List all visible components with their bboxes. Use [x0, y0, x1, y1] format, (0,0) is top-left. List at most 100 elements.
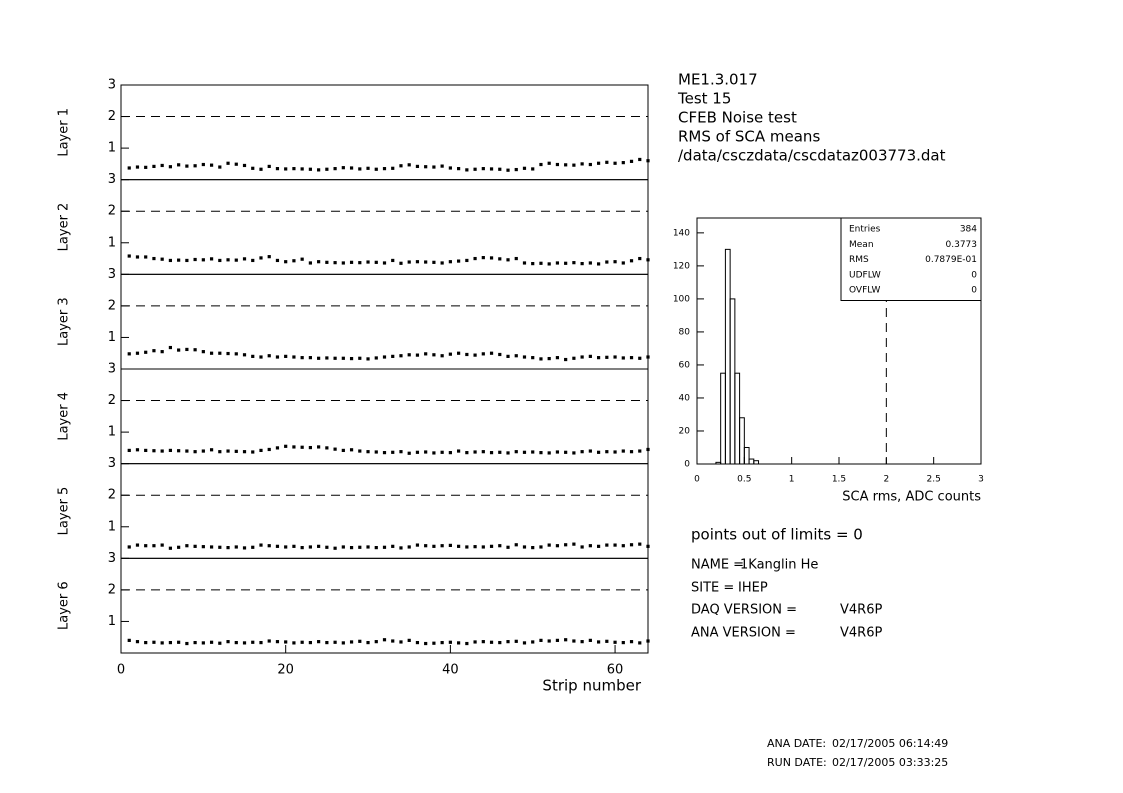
- point: [267, 447, 271, 452]
- point: [267, 639, 271, 643]
- point: [127, 545, 131, 549]
- point: [218, 165, 222, 169]
- point: [226, 161, 230, 165]
- y-axis-label: Layer 2: [57, 203, 72, 252]
- point: [399, 450, 403, 454]
- bin: [720, 372, 726, 465]
- point: [432, 641, 436, 645]
- point: [564, 261, 568, 265]
- point: [629, 259, 634, 263]
- point: [242, 353, 247, 357]
- point: [267, 164, 271, 169]
- point: [341, 356, 345, 360]
- point: [415, 353, 420, 357]
- point: [218, 545, 222, 549]
- point: [358, 449, 362, 453]
- point: [251, 354, 255, 358]
- stat-value: 384: [960, 225, 977, 235]
- summary: points out of limits = 0: [691, 526, 863, 544]
- point: [374, 640, 378, 644]
- stats-box: [840, 217, 982, 301]
- point: [498, 640, 502, 645]
- point: [201, 162, 205, 167]
- point: [144, 350, 148, 354]
- point: [135, 351, 140, 355]
- point: [580, 450, 584, 454]
- point: [539, 162, 543, 167]
- point: [127, 448, 131, 453]
- point: [185, 347, 189, 352]
- point: [572, 639, 576, 643]
- point: [473, 167, 477, 171]
- header-line: CFEB Noise test: [678, 109, 797, 127]
- point: [391, 639, 395, 643]
- y-tick-label: 3: [108, 456, 116, 471]
- point: [506, 640, 510, 644]
- point: [489, 256, 494, 260]
- point: [333, 447, 337, 451]
- point: [514, 167, 518, 172]
- point: [572, 163, 576, 167]
- point: [317, 640, 321, 644]
- point: [284, 640, 288, 644]
- point: [193, 450, 197, 454]
- point: [415, 450, 420, 454]
- field-value: 1Kanglin He: [740, 558, 818, 573]
- point: [539, 357, 543, 361]
- point: [547, 356, 551, 361]
- point: [300, 257, 304, 261]
- point: [185, 641, 189, 646]
- point: [465, 168, 469, 172]
- point: [382, 355, 387, 359]
- x-axis-label: Strip number: [542, 677, 641, 695]
- y-tick-label: 60: [679, 360, 691, 370]
- point: [522, 641, 527, 645]
- point: [399, 261, 403, 265]
- point: [432, 353, 436, 357]
- point: [415, 164, 420, 169]
- point: [531, 640, 535, 644]
- header-line: RMS of SCA means: [678, 128, 820, 146]
- point: [605, 543, 609, 547]
- field-value: IHEP: [738, 581, 768, 596]
- bin: [753, 460, 760, 465]
- point: [333, 167, 337, 171]
- point: [251, 450, 255, 454]
- point: [473, 353, 477, 357]
- point: [605, 260, 609, 264]
- point: [325, 545, 329, 549]
- point: [473, 640, 477, 644]
- y-tick-label: 1: [108, 141, 116, 156]
- date-value: 02/17/2005 03:33:25: [832, 756, 948, 769]
- point: [432, 165, 436, 169]
- point: [374, 260, 378, 264]
- point: [251, 640, 255, 644]
- point: [160, 543, 164, 547]
- point: [275, 167, 280, 171]
- point: [539, 261, 543, 265]
- x-tick-label: 20: [277, 663, 294, 678]
- point: [177, 258, 181, 262]
- stat-value: 0.7879E-01: [925, 255, 977, 265]
- point: [366, 640, 370, 645]
- point: [358, 261, 362, 265]
- point: [234, 162, 238, 166]
- point: [251, 166, 255, 170]
- point: [259, 640, 263, 645]
- point: [177, 640, 181, 644]
- bin: [734, 372, 741, 465]
- point: [333, 356, 337, 360]
- point: [465, 258, 469, 263]
- point: [177, 449, 181, 453]
- x-tick-label: 0.5: [737, 475, 751, 485]
- point: [399, 164, 403, 168]
- point: [580, 545, 584, 549]
- point: [514, 450, 518, 454]
- point: [580, 162, 584, 166]
- y-tick-label: 3: [108, 551, 116, 566]
- stat-name: RMS: [849, 255, 869, 265]
- point: [498, 352, 502, 357]
- point: [160, 449, 164, 453]
- point: [267, 255, 271, 259]
- point: [564, 638, 568, 642]
